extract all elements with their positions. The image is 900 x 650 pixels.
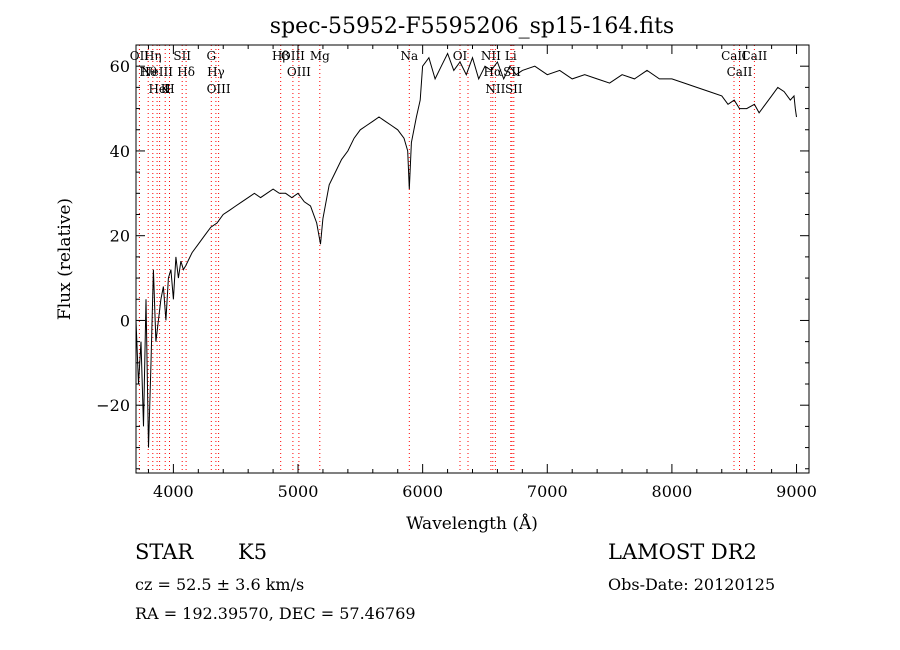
y-tick-label: 40	[110, 142, 130, 161]
x-axis-ticks: 4000 5000 6000 7000 8000 9000	[147, 45, 817, 501]
y-tick-label: 0	[120, 311, 130, 330]
line-label-9-0: G	[207, 49, 217, 63]
chart-title: spec-55952-F5595206_sp15-164.fits	[270, 14, 674, 39]
line-label-23-0: SII	[503, 65, 521, 79]
line-label-22-0: Li	[505, 49, 517, 63]
x-tick-label: 4000	[153, 482, 194, 501]
spectral-type: K5	[238, 540, 268, 564]
x-axis-label: Wavelength (Å)	[406, 513, 538, 534]
observation-date: Obs-Date: 20120125	[608, 575, 776, 594]
x-tick-label: 5000	[278, 482, 319, 501]
line-labels: OIIHθHηNeIIIHeIKHSIIHδGHγOIIIHβOIIIOIIIM…	[130, 49, 768, 96]
plot-frame	[135, 44, 810, 474]
object-class: STAR	[135, 540, 194, 564]
spectrum-line	[135, 52, 797, 448]
line-label-2-0: Hη	[144, 49, 162, 63]
line-label-26-0: CaII	[727, 65, 753, 79]
line-label-3-0: NeIII	[141, 65, 173, 79]
line-label-15-0: Mg	[310, 49, 330, 63]
line-label-16-0: Na	[400, 49, 418, 63]
y-tick-label: −20	[96, 396, 130, 415]
line-label-5-0: K	[161, 82, 171, 96]
line-label-25-0: CaII	[721, 49, 747, 63]
line-label-0-0: OII	[130, 49, 150, 63]
y-tick-label: 20	[110, 227, 130, 246]
y-tick-label: 60	[110, 57, 130, 76]
line-label-21-0: NII	[485, 82, 505, 96]
line-label-12-0: Hβ	[272, 49, 289, 63]
line-label-6-0: H	[164, 82, 174, 96]
line-label-24-0: SII	[505, 82, 523, 96]
x-tick-label: 6000	[402, 482, 443, 501]
line-label-11-0: OIII	[207, 82, 231, 96]
line-label-8-0: Hδ	[177, 65, 195, 79]
sky-coordinates: RA = 192.39570, DEC = 57.46769	[135, 604, 416, 623]
y-axis-ticks: −20 0 20 40 60	[96, 57, 809, 470]
line-label-13-0: OIII	[281, 49, 305, 63]
line-label-17-0: OI	[453, 49, 468, 63]
survey-name: LAMOST DR2	[608, 540, 757, 564]
line-label-7-0: SII	[173, 49, 191, 63]
line-label-19-0: NII	[481, 49, 501, 63]
line-label-14-0: OIII	[287, 65, 311, 79]
line-label-1-0: Hθ	[139, 65, 157, 79]
x-tick-label: 7000	[527, 482, 568, 501]
line-markers	[138, 45, 755, 473]
redshift-value: cz = 52.5 ± 3.6 km/s	[135, 575, 305, 594]
x-tick-label: 8000	[652, 482, 693, 501]
x-tick-label: 9000	[776, 482, 817, 501]
line-label-4-0: HeI	[148, 82, 171, 96]
line-label-27-0: CaII	[741, 49, 767, 63]
y-axis-label: Flux (relative)	[55, 198, 75, 320]
line-label-10-0: Hγ	[207, 65, 225, 79]
